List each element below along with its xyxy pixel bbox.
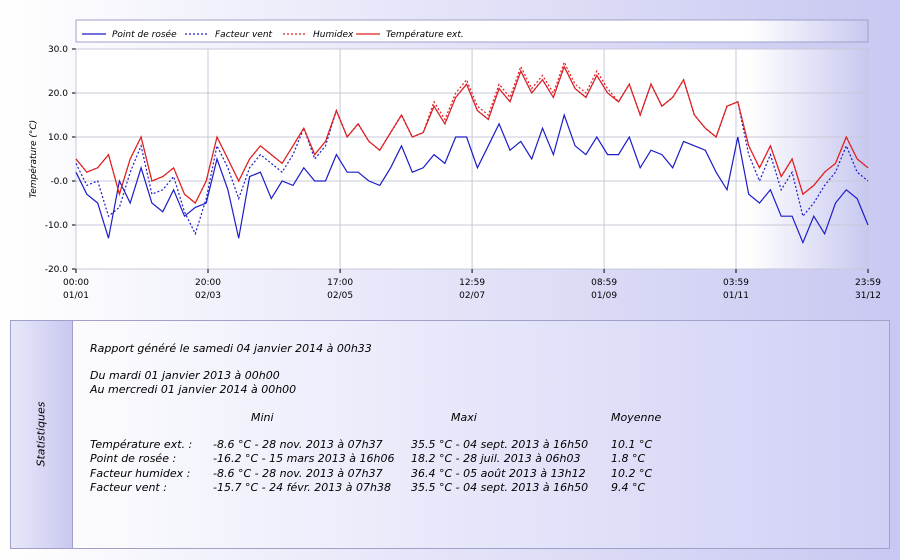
x-tick-label: 01/11 xyxy=(723,291,749,301)
y-tick-label: 30.0 xyxy=(48,45,68,55)
report-generated: Rapport généré le samedi 04 janvier 2014… xyxy=(90,342,372,355)
x-tick-label: 08:59 xyxy=(591,278,617,288)
x-tick-label: 02/07 xyxy=(459,291,485,301)
x-tick-label: 23:59 xyxy=(855,278,881,288)
x-tick-label: 17:00 xyxy=(327,278,353,288)
stats-cell: Température ext. : xyxy=(90,438,193,451)
x-tick-label: 00:00 xyxy=(63,278,89,288)
legend-label: Point de rosée xyxy=(112,29,177,40)
stats-cell: 18.2 °C - 28 juil. 2013 à 06h03 xyxy=(411,452,581,466)
stats-cell: -8.6 °C - 28 nov. 2013 à 07h37 xyxy=(213,466,383,480)
chart: Température (°C) 30.0 20.0 10.0 -0.0 -10.0 -2… xyxy=(28,19,881,301)
column-header: Mini xyxy=(251,411,274,424)
legend-label: Humidex xyxy=(313,30,354,40)
legend-label: Facteur vent xyxy=(215,30,273,40)
x-tick-label: 01/09 xyxy=(591,291,617,301)
stats-cell: 36.4 °C - 05 août 2013 à 13h12 xyxy=(411,466,586,480)
legend-label: Température ext. xyxy=(386,29,464,40)
y-tick-label: -20.0 xyxy=(45,265,69,275)
x-tick-label: 31/12 xyxy=(855,291,881,301)
x-tick-label: 20:00 xyxy=(195,278,221,288)
x-tick-label: 02/03 xyxy=(195,291,221,301)
stats-cell: 10.2 °C xyxy=(611,466,653,480)
x-tick-label: 12:59 xyxy=(459,278,485,288)
period-from: Du mardi 01 janvier 2013 à 00h00 xyxy=(90,369,280,382)
y-axis-label: Température (°C) xyxy=(28,120,39,198)
legend-box xyxy=(75,19,869,43)
y-tick-label: 10.0 xyxy=(48,133,68,143)
series-line xyxy=(75,65,869,204)
stats-cell: 9.4 °C xyxy=(611,480,646,494)
column-header: Maxi xyxy=(451,411,477,424)
y-tick-label: 20.0 xyxy=(48,89,68,99)
stats-cell: 35.5 °C - 04 sept. 2013 à 16h50 xyxy=(411,480,589,494)
x-tick-label: 01/01 xyxy=(63,291,89,301)
stats-cell: -16.2 °C - 15 mars 2013 à 16h06 xyxy=(213,452,395,466)
stats-cell: Point de rosée : xyxy=(90,452,177,466)
y-tick-label: -0.0 xyxy=(50,177,68,187)
stats-side: Statistiques xyxy=(11,321,73,548)
stats-cell: Facteur vent : xyxy=(90,480,167,494)
column-header: Moyenne xyxy=(611,411,662,424)
stats-cell: -8.6 °C - 28 nov. 2013 à 07h37 xyxy=(213,438,383,451)
x-tick-label: 03:59 xyxy=(723,278,749,288)
stats-cell: 1.8 °C xyxy=(611,452,646,466)
stats-cell: Facteur humidex : xyxy=(90,466,191,480)
x-tick-label: 02/05 xyxy=(327,291,353,301)
stats-cell: 10.1 °C xyxy=(611,438,653,451)
stats-cell: -15.7 °C - 24 févr. 2013 à 07h38 xyxy=(213,480,391,494)
series-line xyxy=(75,112,869,245)
stats-cell: 35.5 °C - 04 sept. 2013 à 16h50 xyxy=(411,438,589,451)
period-to: Au mercredi 01 janvier 2014 à 00h00 xyxy=(90,383,297,396)
stats-title: Statistiques xyxy=(34,401,48,467)
stats-panel: Statistiques Rapport généré le samedi 04… xyxy=(10,320,890,549)
y-tick-label: -10.0 xyxy=(45,221,69,231)
